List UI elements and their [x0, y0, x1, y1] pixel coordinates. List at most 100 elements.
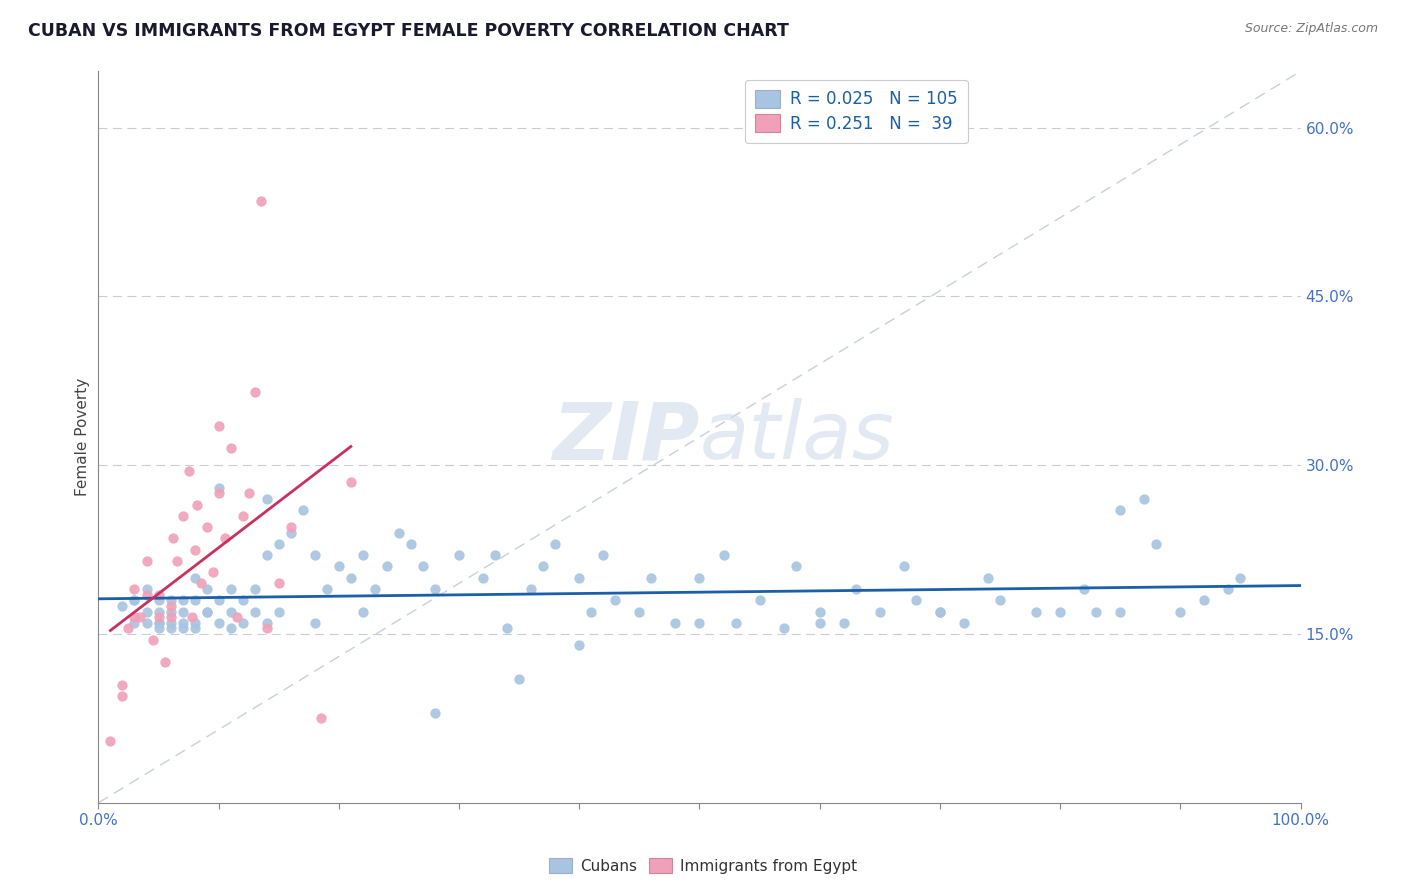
Point — [201, 565, 224, 579]
Point — [508, 672, 530, 686]
Point — [412, 559, 434, 574]
Point — [1170, 605, 1192, 619]
Point — [808, 605, 831, 619]
Point — [256, 621, 278, 635]
Point — [1194, 593, 1216, 607]
Point — [172, 508, 194, 523]
Point — [904, 593, 927, 607]
Point — [267, 537, 290, 551]
Point — [208, 593, 231, 607]
Point — [832, 615, 855, 630]
Point — [531, 559, 554, 574]
Point — [159, 615, 181, 630]
Point — [605, 593, 627, 607]
Point — [352, 548, 374, 562]
Point — [664, 615, 686, 630]
Point — [1085, 605, 1108, 619]
Point — [1218, 582, 1240, 596]
Point — [869, 605, 891, 619]
Point — [472, 571, 495, 585]
Point — [238, 486, 260, 500]
Point — [893, 559, 915, 574]
Point — [159, 610, 181, 624]
Point — [496, 621, 519, 635]
Point — [148, 593, 170, 607]
Point — [172, 615, 194, 630]
Legend: R = 0.025   N = 105, R = 0.251   N =  39: R = 0.025 N = 105, R = 0.251 N = 39 — [745, 79, 967, 143]
Point — [135, 588, 157, 602]
Point — [304, 548, 326, 562]
Point — [249, 194, 271, 208]
Point — [172, 593, 194, 607]
Point — [183, 542, 205, 557]
Point — [219, 605, 242, 619]
Point — [232, 615, 254, 630]
Point — [1109, 605, 1132, 619]
Point — [628, 605, 651, 619]
Point — [124, 593, 146, 607]
Point — [172, 605, 194, 619]
Point — [124, 615, 146, 630]
Point — [713, 548, 735, 562]
Point — [195, 605, 218, 619]
Point — [162, 532, 184, 546]
Point — [399, 537, 422, 551]
Point — [111, 678, 134, 692]
Point — [243, 582, 266, 596]
Text: CUBAN VS IMMIGRANTS FROM EGYPT FEMALE POVERTY CORRELATION CHART: CUBAN VS IMMIGRANTS FROM EGYPT FEMALE PO… — [28, 22, 789, 40]
Point — [159, 605, 181, 619]
Point — [845, 582, 868, 596]
Point — [183, 621, 205, 635]
Point — [183, 593, 205, 607]
Point — [232, 508, 254, 523]
Point — [340, 571, 363, 585]
Point — [256, 615, 278, 630]
Point — [111, 689, 134, 703]
Point — [124, 610, 146, 624]
Point — [159, 593, 181, 607]
Point — [592, 548, 614, 562]
Point — [208, 418, 231, 433]
Point — [1109, 503, 1132, 517]
Point — [447, 548, 470, 562]
Point — [808, 615, 831, 630]
Point — [129, 610, 152, 624]
Point — [219, 582, 242, 596]
Point — [243, 385, 266, 400]
Point — [177, 464, 200, 478]
Point — [135, 605, 157, 619]
Point — [724, 615, 747, 630]
Point — [640, 571, 662, 585]
Point — [256, 491, 278, 506]
Y-axis label: Female Poverty: Female Poverty — [75, 378, 90, 496]
Text: ZIP: ZIP — [553, 398, 699, 476]
Point — [280, 520, 302, 534]
Point — [166, 554, 188, 568]
Point — [688, 615, 710, 630]
Point — [195, 605, 218, 619]
Point — [340, 475, 363, 489]
Point — [148, 588, 170, 602]
Point — [111, 599, 134, 613]
Point — [1025, 605, 1047, 619]
Text: Source: ZipAtlas.com: Source: ZipAtlas.com — [1244, 22, 1378, 36]
Point — [208, 615, 231, 630]
Point — [280, 525, 302, 540]
Point — [581, 605, 603, 619]
Point — [100, 734, 122, 748]
Point — [219, 621, 242, 635]
Point — [232, 593, 254, 607]
Point — [928, 605, 950, 619]
Point — [1144, 537, 1167, 551]
Point — [267, 605, 290, 619]
Point — [1133, 491, 1156, 506]
Point — [568, 571, 591, 585]
Point — [195, 520, 218, 534]
Point — [208, 481, 231, 495]
Point — [520, 582, 543, 596]
Point — [148, 621, 170, 635]
Point — [256, 548, 278, 562]
Point — [183, 615, 205, 630]
Point — [928, 605, 950, 619]
Legend: Cubans, Immigrants from Egypt: Cubans, Immigrants from Egypt — [543, 852, 863, 880]
